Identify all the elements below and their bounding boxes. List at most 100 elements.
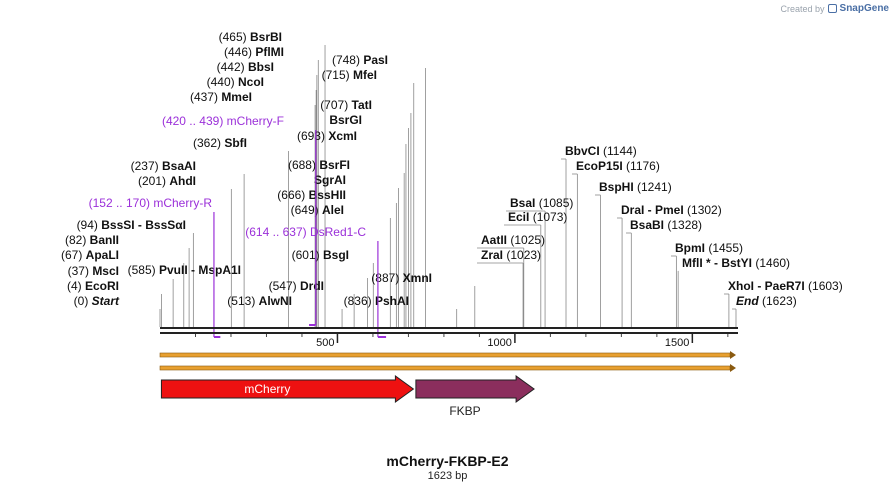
enzyme-position-xmni: (887) xyxy=(371,271,402,285)
enzyme-position-msci: (37) xyxy=(68,264,93,278)
enzyme-mmei[interactable]: (437) MmeI xyxy=(190,90,252,104)
enzyme-position-tati: (707) xyxy=(320,98,351,112)
enzyme-position-ncoi: (440) xyxy=(207,75,238,89)
enzyme-name-pvuii-mspa1i: PvuII - MspA1I xyxy=(159,263,241,277)
enzyme-name-sgrai: SgrAI xyxy=(314,173,346,187)
enzyme-ecori[interactable]: (4) EcoRI xyxy=(67,279,119,293)
enzyme-position-bsphi: (1241) xyxy=(634,180,672,194)
enzyme-sgrai[interactable]: SgrAI xyxy=(314,173,346,187)
snapgene-brand: Created by SnapGene xyxy=(781,3,890,14)
enzyme-position-bsshii: (666) xyxy=(277,188,308,202)
enzyme-banii[interactable]: (82) BanII xyxy=(65,233,119,247)
enzyme-name-ncoi: NcoI xyxy=(238,75,264,89)
enzyme-bsai[interactable]: BsaI (1085) xyxy=(510,196,573,210)
enzyme-start[interactable]: (0) Start xyxy=(74,294,120,308)
tick-label-1500: 1500 xyxy=(665,337,689,349)
feature-arrows: mCherry FKBP xyxy=(160,375,535,418)
primer-label-dsred1-c[interactable]: (614 .. 637) DsRed1-C xyxy=(245,225,366,239)
enzyme-position-alwni: (513) xyxy=(227,294,258,308)
enzyme-xhoi-paer7i[interactable]: XhoI - PaeR7I (1603) xyxy=(728,279,843,293)
enzyme-name-pasi: PasI xyxy=(363,53,388,67)
enzyme-position-ahdi: (201) xyxy=(138,174,169,188)
enzyme-xmni[interactable]: (887) XmnI xyxy=(371,271,432,285)
enzyme-sbfi[interactable]: (362) SbfI xyxy=(193,136,247,150)
enzyme-ecii[interactable]: EciI (1073) xyxy=(508,210,567,224)
enzyme-position-apali: (67) xyxy=(61,248,86,262)
enzyme-bsaai[interactable]: (237) BsaAI xyxy=(131,159,196,173)
enzyme-position-banii: (82) xyxy=(65,233,90,247)
enzyme-bsrfi[interactable]: (688) BsrFI xyxy=(288,158,350,172)
enzyme-end[interactable]: End (1623) xyxy=(736,294,797,308)
enzyme-bsphi[interactable]: BspHI (1241) xyxy=(599,180,672,194)
enzyme-tati[interactable]: (707) TatI xyxy=(320,98,372,112)
enzyme-mfli-bstyi[interactable]: MflI * - BstYI (1460) xyxy=(682,256,790,270)
enzyme-name-bsphi: BspHI xyxy=(599,180,634,194)
enzyme-name-ecop15i: EcoP15I xyxy=(576,159,623,173)
feature-arrow-mcherry[interactable] xyxy=(160,375,415,403)
enzyme-alwni[interactable]: (513) AlwNI xyxy=(227,294,292,308)
enzyme-drdi[interactable]: (547) DrdI xyxy=(269,279,324,293)
enzyme-position-bsai: (1085) xyxy=(535,196,573,210)
feature-label-mcherry: mCherry xyxy=(244,382,290,396)
enzyme-drai-pmei[interactable]: DraI - PmeI (1302) xyxy=(621,203,722,217)
enzyme-aatii[interactable]: AatII (1025) xyxy=(481,233,545,247)
enzyme-name-banii: BanII xyxy=(90,233,119,247)
enzyme-bpmi[interactable]: BpmI (1455) xyxy=(675,241,743,255)
orf-arrowhead-2 xyxy=(730,364,736,372)
orf-arrowhead-1 xyxy=(730,351,736,359)
ruler-ticks: 500 1000 1500 xyxy=(194,334,729,349)
enzyme-position-bbsi: (442) xyxy=(217,60,248,74)
enzyme-bsshii[interactable]: (666) BssHII xyxy=(277,188,346,202)
enzyme-xcmi[interactable]: (693) XcmI xyxy=(297,129,357,143)
enzyme-bsrgi[interactable]: BsrGI xyxy=(329,113,362,127)
enzyme-mfei[interactable]: (715) MfeI xyxy=(322,68,377,82)
enzyme-name-bsshii: BssHII xyxy=(309,188,346,202)
enzyme-name-ecii: EciI xyxy=(508,210,529,224)
feature-arrow-fkbp[interactable] xyxy=(415,375,535,403)
enzyme-name-msci: MscI xyxy=(92,264,119,278)
enzyme-name-bsabi: BsaBI xyxy=(630,218,664,232)
primer-label-mcherry-r[interactable]: (152 .. 170) mCherry-R xyxy=(89,196,213,210)
enzyme-position-mmei: (437) xyxy=(190,90,221,104)
enzyme-ncoi[interactable]: (440) NcoI xyxy=(207,75,264,89)
enzyme-bsabi[interactable]: BsaBI (1328) xyxy=(630,218,702,232)
enzyme-name-alei: AleI xyxy=(322,203,344,217)
enzyme-name-bsaai: BsaAI xyxy=(162,159,196,173)
enzyme-name-end: End xyxy=(736,294,759,308)
enzyme-name-mfli-bstyi: MflI * - BstYI xyxy=(682,256,752,270)
enzyme-msci[interactable]: (37) MscI xyxy=(68,264,119,278)
enzyme-ecop15i[interactable]: EcoP15I (1176) xyxy=(576,159,660,173)
enzyme-name-bsgi: BsgI xyxy=(323,248,349,262)
enzyme-position-ecop15i: (1176) xyxy=(623,159,660,173)
enzyme-position-bsgi: (601) xyxy=(292,248,323,262)
enzyme-position-ecori: (4) xyxy=(67,279,85,293)
enzyme-name-xcmi: XcmI xyxy=(328,129,357,143)
enzyme-bbvci[interactable]: BbvCI (1144) xyxy=(565,144,637,158)
enzyme-pasi[interactable]: (748) PasI xyxy=(332,53,388,67)
orf-bar-1 xyxy=(159,352,731,358)
enzyme-apali[interactable]: (67) ApaLI xyxy=(61,248,119,262)
primer-label-mcherry-f[interactable]: (420 .. 439) mCherry-F xyxy=(162,114,284,128)
enzyme-pshai[interactable]: (836) PshAI xyxy=(344,294,409,308)
enzyme-bsssi-bsss-i[interactable]: (94) BssSI - BssSαI xyxy=(77,218,186,232)
enzyme-name-ahdi: AhdI xyxy=(169,174,196,188)
enzyme-name-ecori: EcoRI xyxy=(85,279,119,293)
enzyme-position-sbfi: (362) xyxy=(193,136,224,150)
enzyme-bsrbi[interactable]: (465) BsrBI xyxy=(219,30,282,44)
enzyme-zrai[interactable]: ZraI (1023) xyxy=(481,248,541,262)
enzyme-name-mfei: MfeI xyxy=(353,68,377,82)
enzyme-name-tati: TatI xyxy=(352,98,372,112)
enzyme-labels: (0) Start(4) EcoRI(37) MscI (67) ApaLI(82… xyxy=(61,30,843,308)
enzyme-pvuii-mspa1i[interactable]: (585) PvuII - MspA1I xyxy=(128,263,241,277)
snapgene-logo-icon xyxy=(827,4,837,13)
enzyme-name-mmei: MmeI xyxy=(221,90,252,104)
enzyme-name-bbvci: BbvCI xyxy=(565,144,600,158)
enzyme-name-bsssi-bsss-i: BssSI - BssSαI xyxy=(101,218,186,232)
enzyme-name-apali: ApaLI xyxy=(86,248,119,262)
enzyme-bbsi[interactable]: (442) BbsI xyxy=(217,60,274,74)
enzyme-position-pshai: (836) xyxy=(344,294,375,308)
enzyme-ahdi[interactable]: (201) AhdI xyxy=(138,174,196,188)
enzyme-bsgi[interactable]: (601) BsgI xyxy=(292,248,349,262)
enzyme-pflmi[interactable]: (446) PflMI xyxy=(224,45,284,59)
enzyme-alei[interactable]: (649) AleI xyxy=(291,203,344,217)
